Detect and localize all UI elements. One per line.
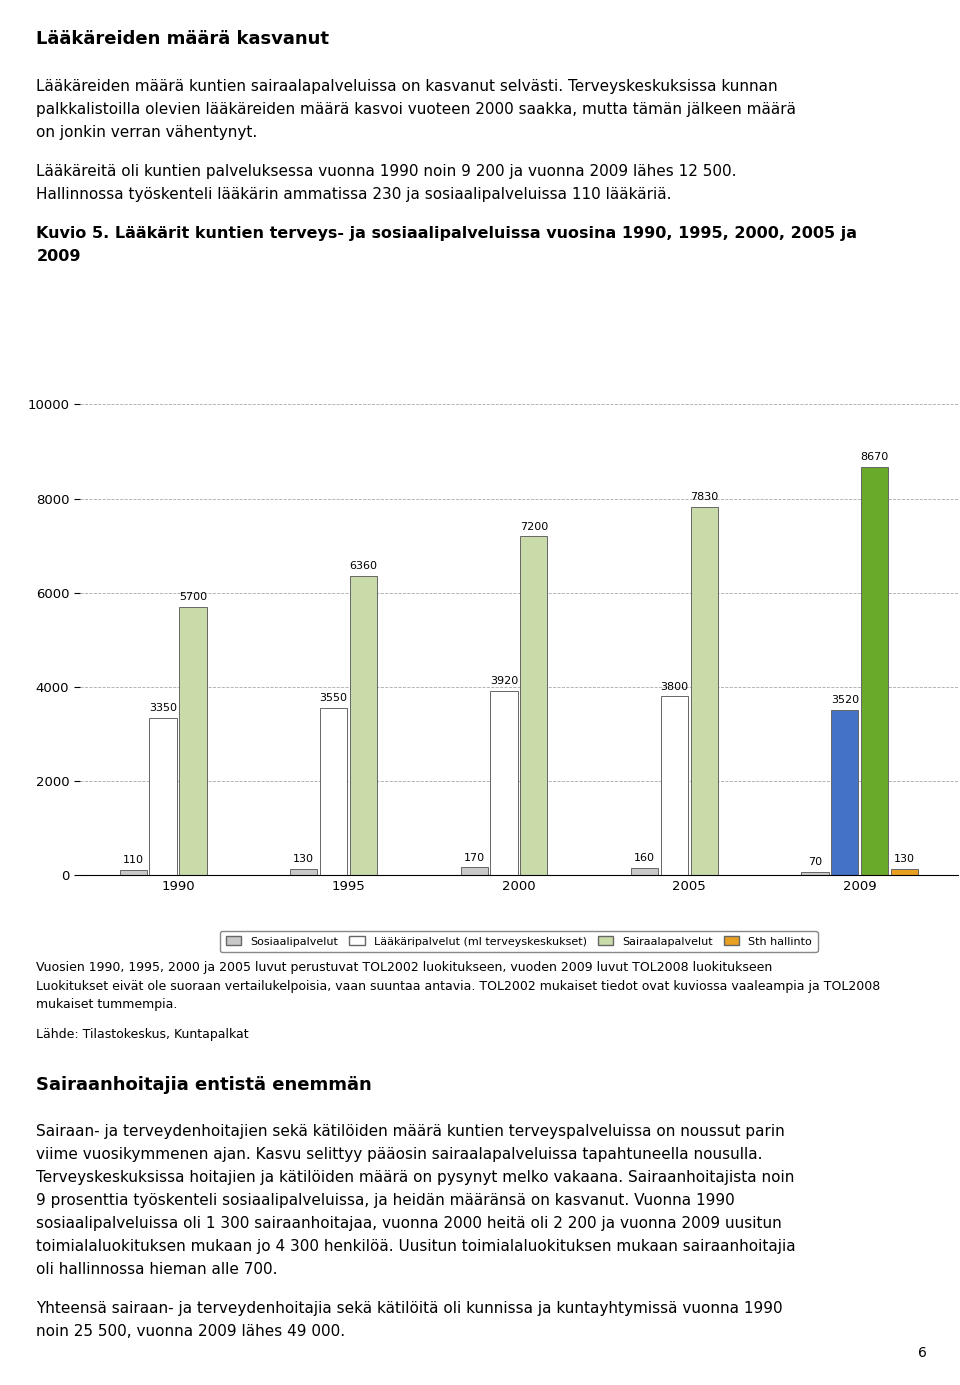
Text: 7200: 7200 [519,522,548,532]
Text: Hallinnossa työskenteli lääkärin ammatissa 230 ja sosiaalipalveluissa 110 lääkär: Hallinnossa työskenteli lääkärin ammatis… [36,187,672,202]
Text: 2009: 2009 [36,249,81,265]
Text: Lääkäreiden määrä kuntien sairaalapalveluissa on kasvanut selvästi. Terveyskesku: Lääkäreiden määrä kuntien sairaalapalvel… [36,79,779,94]
Text: 9 prosenttia työskenteli sosiaalipalveluissa, ja heidän määränsä on kasvanut. Vu: 9 prosenttia työskenteli sosiaalipalvelu… [36,1192,735,1208]
Bar [150,717,177,875]
Text: Luokitukset eivät ole suoraan vertailukelpoisia, vaan suuntaa antavia. TOL2002 m: Luokitukset eivät ole suoraan vertailuke… [36,979,880,993]
Text: 8670: 8670 [860,453,889,463]
Text: 70: 70 [808,857,822,867]
Text: Sairaanhoitajia entistä enemmän: Sairaanhoitajia entistä enemmän [36,1076,372,1094]
Text: mukaiset tummempia.: mukaiset tummempia. [36,999,178,1011]
Bar [831,709,858,875]
Text: 130: 130 [894,855,915,864]
Text: 130: 130 [293,855,314,864]
Text: Yhteensä sairaan- ja terveydenhoitajia sekä kätilöitä oli kunnissa ja kuntayhtym: Yhteensä sairaan- ja terveydenhoitajia s… [36,1301,783,1316]
Bar [690,507,718,875]
Bar [861,467,888,875]
Bar [180,607,206,875]
Legend: Sosiaalipalvelut, Lääkäripalvelut (ml terveyskeskukset), Sairaalapalvelut, Sth h: Sosiaalipalvelut, Lääkäripalvelut (ml te… [220,931,818,951]
Text: 170: 170 [464,853,485,863]
Text: 3920: 3920 [490,676,518,686]
Bar [631,868,659,875]
Text: Vuosien 1990, 1995, 2000 ja 2005 luvut perustuvat TOL2002 luokitukseen, vuoden 2: Vuosien 1990, 1995, 2000 ja 2005 luvut p… [36,961,773,974]
Bar [660,697,688,875]
Text: 160: 160 [635,853,655,863]
Text: oli hallinnossa hieman alle 700.: oli hallinnossa hieman alle 700. [36,1262,278,1277]
Bar [891,870,918,875]
Text: 6: 6 [918,1346,926,1360]
Text: 7830: 7830 [690,492,718,501]
Text: 5700: 5700 [179,593,207,602]
Text: 3520: 3520 [830,695,859,705]
Text: 110: 110 [123,856,144,866]
Bar [520,536,547,875]
Bar [802,873,828,875]
Bar [349,576,377,875]
Text: 3550: 3550 [320,694,348,704]
Text: 6360: 6360 [349,561,377,571]
Bar [290,870,318,875]
Text: toimialaluokituksen mukaan jo 4 300 henkilöä. Uusitun toimialaluokituksen mukaan: toimialaluokituksen mukaan jo 4 300 henk… [36,1238,796,1253]
Text: noin 25 500, vuonna 2009 lähes 49 000.: noin 25 500, vuonna 2009 lähes 49 000. [36,1324,346,1339]
Text: viime vuosikymmenen ajan. Kasvu selittyy pääosin sairaalapalveluissa tapahtuneel: viime vuosikymmenen ajan. Kasvu selittyy… [36,1147,763,1162]
Text: Lääkäreitä oli kuntien palveluksessa vuonna 1990 noin 9 200 ja vuonna 2009 lähes: Lääkäreitä oli kuntien palveluksessa vuo… [36,165,737,179]
Text: Lähde: Tilastokeskus, Kuntapalkat: Lähde: Tilastokeskus, Kuntapalkat [36,1028,249,1040]
Text: Sairaan- ja terveydenhoitajien sekä kätilöiden määrä kuntien terveyspalveluissa : Sairaan- ja terveydenhoitajien sekä käti… [36,1125,785,1140]
Bar [461,867,488,875]
Text: 3800: 3800 [660,681,688,691]
Bar [120,870,147,875]
Bar [491,691,517,875]
Text: palkkalistoilla olevien lääkäreiden määrä kasvoi vuoteen 2000 saakka, mutta tämä: palkkalistoilla olevien lääkäreiden määr… [36,102,797,116]
Text: 3350: 3350 [149,702,177,713]
Text: Terveyskeskuksissa hoitajien ja kätilöiden määrä on pysynyt melko vakaana. Saira: Terveyskeskuksissa hoitajien ja kätilöid… [36,1170,795,1186]
Bar [320,708,348,875]
Text: sosiaalipalveluissa oli 1 300 sairaanhoitajaa, vuonna 2000 heitä oli 2 200 ja vu: sosiaalipalveluissa oli 1 300 sairaanhoi… [36,1216,782,1231]
Text: Lääkäreiden määrä kasvanut: Lääkäreiden määrä kasvanut [36,30,329,48]
Text: Kuvio 5. Lääkärit kuntien terveys- ja sosiaalipalveluissa vuosina 1990, 1995, 20: Kuvio 5. Lääkärit kuntien terveys- ja so… [36,226,857,241]
Text: on jonkin verran vähentynyt.: on jonkin verran vähentynyt. [36,125,257,140]
